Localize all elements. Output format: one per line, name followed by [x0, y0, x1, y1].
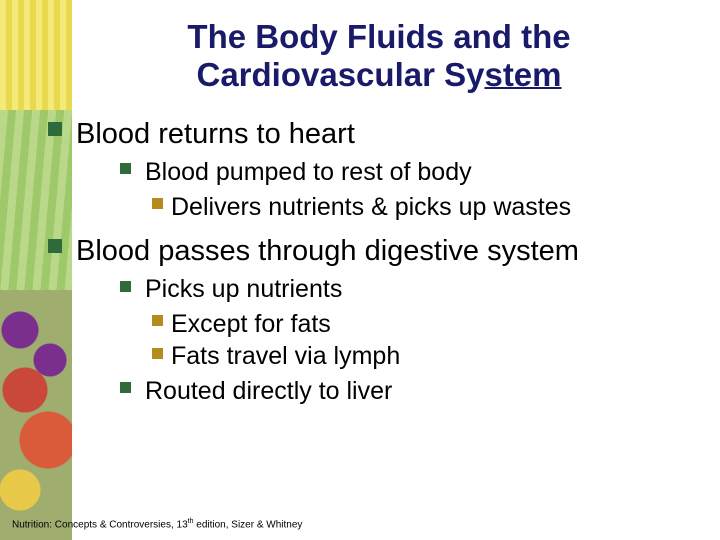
bullet-text: Fats travel via lymph	[171, 340, 400, 373]
square-bullet-icon	[48, 239, 62, 253]
bullet-text: Blood returns to heart	[76, 116, 355, 152]
list-item: Blood passes through digestive system Pi…	[48, 233, 700, 407]
bullet-text: Blood passes through digestive system	[76, 233, 579, 269]
slide-content: The Body Fluids and the Cardiovascular S…	[0, 0, 720, 540]
footer-citation: Nutrition: Concepts & Controversies, 13t…	[12, 518, 302, 530]
square-bullet-icon	[152, 315, 163, 326]
bullet-text: Except for fats	[171, 308, 331, 341]
square-bullet-icon	[120, 163, 131, 174]
title-line2b: stem	[484, 56, 561, 93]
list-item: Fats travel via lymph	[152, 340, 700, 373]
slide-title: The Body Fluids and the Cardiovascular S…	[78, 18, 680, 94]
bullet-list: Blood returns to heart Blood pumped to r…	[48, 116, 700, 408]
list-item: Picks up nutrients Except for fats	[120, 273, 700, 373]
list-item: Routed directly to liver	[120, 375, 700, 408]
footer-prefix: Nutrition: Concepts & Controversies, 13	[12, 519, 188, 530]
square-bullet-icon	[120, 281, 131, 292]
bullet-text: Delivers nutrients & picks up wastes	[171, 191, 571, 224]
bullet-text: Blood pumped to rest of body	[145, 156, 472, 189]
list-item: Except for fats	[152, 308, 700, 341]
title-line1: The Body Fluids and the	[187, 18, 570, 55]
square-bullet-icon	[152, 348, 163, 359]
bullet-text: Picks up nutrients	[145, 273, 342, 306]
bullet-text: Routed directly to liver	[145, 375, 392, 408]
list-item: Blood returns to heart Blood pumped to r…	[48, 116, 700, 223]
list-item: Blood pumped to rest of body Delivers nu…	[120, 156, 700, 223]
footer-suffix: edition, Sizer & Whitney	[193, 519, 302, 530]
list-item: Delivers nutrients & picks up wastes	[152, 191, 700, 224]
square-bullet-icon	[48, 122, 62, 136]
square-bullet-icon	[120, 382, 131, 393]
square-bullet-icon	[152, 198, 163, 209]
title-line2a: Cardiovascular Sy	[196, 56, 484, 93]
